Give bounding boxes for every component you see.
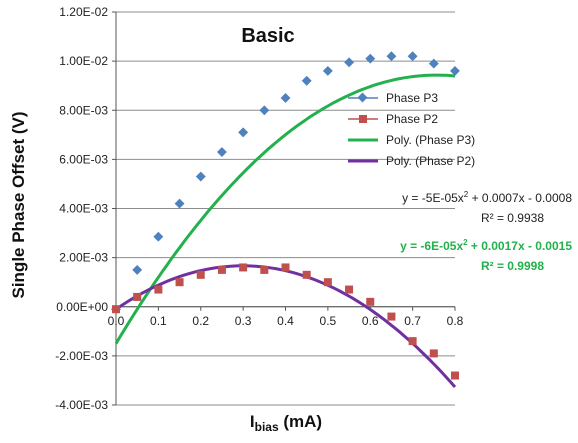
legend-marker-p3 [357, 92, 368, 103]
x-tick-label: 0.2 [192, 314, 209, 328]
x-tick-label: 0.3 [235, 314, 252, 328]
y-tick-label: -2.00E-03 [55, 349, 108, 363]
legend-label-poly-p2: Poly. (Phase P2) [386, 154, 475, 168]
data-point-p3 [344, 57, 355, 68]
data-point-p2 [387, 312, 396, 321]
equation-p2-post: + 0.0007x - 0.0008 [468, 191, 572, 205]
y-tick-label: 1.00E-02 [59, 54, 108, 68]
y-tick-label: 8.00E-03 [59, 103, 108, 117]
chart-title: Basic [241, 25, 294, 47]
data-point-p2 [260, 265, 269, 274]
legend-label-poly-p3: Poly. (Phase P3) [386, 133, 475, 147]
x-axis-label: Ibias (mA) [250, 412, 322, 434]
x-tick-label: 0.6 [362, 314, 379, 328]
data-point-p3 [132, 264, 143, 275]
equation-p3-pre: y = -6E-05x [400, 239, 463, 253]
trendline-equations: y = -5E-05x2 + 0.0007x - 0.0008 R² = 0.9… [400, 190, 572, 273]
x-tick-label: 0.0 [108, 314, 125, 328]
y-tick-label: 2.00E-03 [59, 251, 108, 265]
x-axis-label-unit: (mA) [279, 412, 322, 431]
x-tick-label: 0.4 [277, 314, 294, 328]
data-point-p3 [407, 51, 418, 62]
data-point-p2 [345, 285, 354, 294]
legend: Phase P3 Phase P2 Poly. (Phase P3) Poly.… [348, 91, 475, 168]
data-point-p3 [280, 93, 291, 103]
equation-p2-pre: y = -5E-05x [402, 191, 464, 205]
data-point-p3 [322, 65, 333, 76]
data-point-p2 [112, 305, 120, 314]
data-point-p3 [174, 198, 185, 209]
data-point-p2 [154, 285, 163, 294]
data-point-p2 [281, 263, 290, 272]
data-point-p3 [365, 53, 376, 64]
equation-p3-exp: 2 [463, 238, 468, 247]
data-point-p2 [323, 278, 332, 287]
data-point-p3 [386, 51, 397, 62]
y-tick-label: 6.00E-03 [59, 152, 108, 166]
data-point-p2 [302, 270, 311, 279]
data-point-p2 [408, 337, 417, 346]
equation-p3-post: + 0.0017x - 0.0015 [468, 239, 573, 253]
data-point-p3 [153, 231, 164, 242]
data-point-p2 [429, 349, 438, 358]
equation-p2-exp: 2 [464, 190, 469, 199]
legend-label-p3: Phase P3 [386, 91, 438, 105]
gridlines [116, 11, 455, 406]
y-axis-label: Single Phase Offset (V) [9, 111, 28, 298]
axes [112, 11, 456, 406]
data-point-p2 [451, 371, 459, 380]
data-points [111, 51, 460, 380]
y-tick-label: 0.00E+00 [56, 300, 108, 314]
x-tick-label: 0.5 [320, 314, 337, 328]
data-point-p2 [133, 292, 142, 301]
x-tick-label: 0.1 [150, 314, 167, 328]
data-point-p3 [216, 147, 227, 157]
x-tick-label: 0.8 [447, 314, 464, 328]
data-point-p3 [450, 65, 460, 76]
data-point-p2 [217, 265, 226, 274]
equation-p3-r2: R² = 0.9998 [481, 259, 544, 273]
data-point-p3 [301, 75, 312, 86]
data-point-p2 [175, 278, 184, 287]
x-tick-label: 0.7 [404, 314, 421, 328]
y-tick-label: -4.00E-03 [55, 398, 108, 412]
x-axis-label-main: I [250, 412, 255, 431]
equation-p2-line1: y = -5E-05x2 + 0.0007x - 0.0008 [402, 190, 572, 205]
x-axis-label-subscript: bias [255, 420, 279, 434]
equation-p3-line1: y = -6E-05x2 + 0.0017x - 0.0015 [400, 238, 572, 253]
data-point-p3 [259, 105, 270, 116]
y-tick-label: 4.00E-03 [59, 202, 108, 216]
tick-labels: 1.20E-02 1.00E-02 8.00E-03 6.00E-03 4.00E-03… [55, 5, 463, 412]
legend-label-p2: Phase P2 [386, 112, 438, 126]
data-point-p2 [239, 263, 248, 272]
trendline-p3 [114, 73, 456, 345]
legend-marker-p2 [359, 115, 367, 123]
data-point-p2 [366, 297, 375, 306]
data-point-p2 [196, 270, 205, 279]
equation-p2-r2: R² = 0.9938 [481, 211, 544, 225]
data-point-p3 [428, 58, 439, 69]
y-tick-label: 1.20E-02 [59, 5, 108, 19]
data-point-p3 [238, 127, 249, 138]
data-point-p3 [195, 171, 206, 182]
